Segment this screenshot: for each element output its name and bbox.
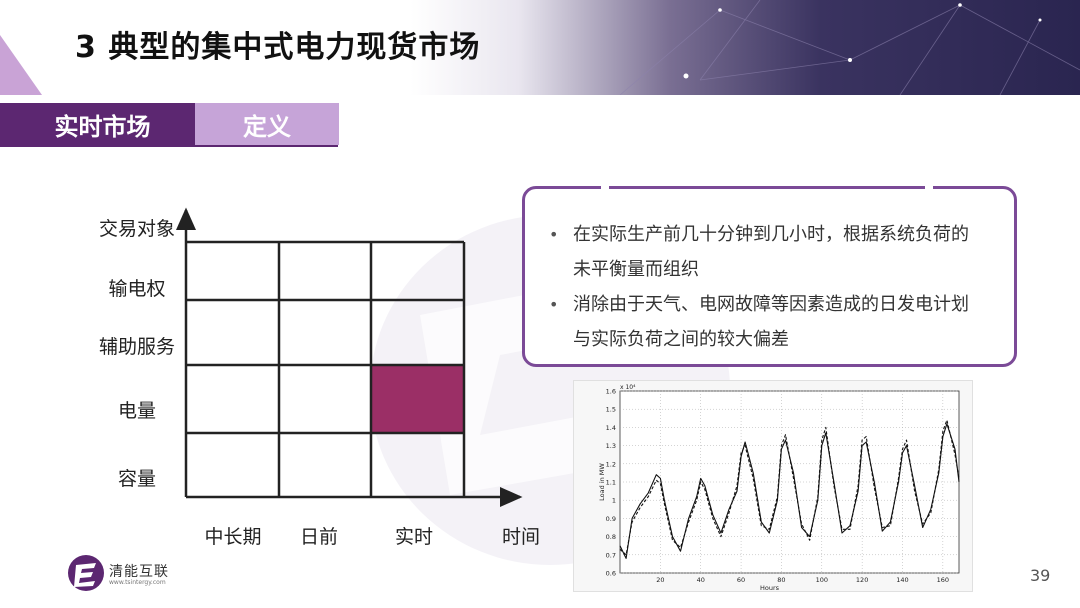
row-label-capacity: 容量 [117, 468, 156, 490]
logo-mark-icon [68, 555, 104, 591]
bullet-item: • 在实际生产前几十分钟到几小时，根据系统负荷的未平衡量而组织 [545, 217, 985, 287]
load-chart-svg: 0.6 0.7 0.8 0.9 1 1.1 1.2 1.3 1.4 1.5 1.6 20 40 60 80 1… [598, 384, 960, 592]
x-tick-label: 60 [737, 576, 745, 584]
tab-underline [0, 145, 338, 147]
y-multiplier-label: x 10⁴ [620, 384, 636, 391]
bullet-dot-icon: • [549, 225, 559, 244]
y-tick-label: 1.5 [606, 406, 616, 414]
y-tick-label: 0.9 [606, 515, 616, 523]
col-label-time: 时间 [501, 526, 540, 548]
row-label-trade-object: 交易对象 [98, 218, 175, 240]
border-gap [925, 185, 933, 191]
y-axis-label: Load in MW [598, 463, 606, 501]
page-number: 39 [1030, 566, 1051, 585]
market-grid-diagram: 交易对象 输电权 辅助服务 电量 容量 中长期 日前 实时 时间 [0, 200, 560, 560]
network-decoration [619, 0, 1080, 95]
page-title: 3 典型的集中式电力现货市场 [75, 30, 481, 65]
bullet-item: • 消除由于天气、电网故障等因素造成的日发电计划与实际负荷之间的较大偏差 [545, 287, 985, 357]
row-label-energy: 电量 [117, 400, 156, 422]
row-label-ancillary-services: 辅助服务 [98, 336, 175, 358]
x-axis-label: Hours [760, 584, 780, 592]
x-tick-label: 120 [856, 576, 868, 584]
grid-lines [176, 207, 523, 507]
bullet-dot-icon: • [549, 295, 559, 314]
logo-url: www.tsintergy.com [109, 579, 166, 586]
y-tick-label: 1.4 [606, 424, 616, 432]
tab-bar: 实时市场 定义 [0, 103, 339, 145]
company-logo: 清能互联 www.tsintergy.com [68, 555, 208, 591]
tab-definition[interactable]: 定义 [195, 103, 339, 145]
y-tick-label: 0.8 [606, 533, 616, 541]
row-label-transmission-rights: 输电权 [108, 278, 166, 300]
highlight-cell [371, 365, 464, 433]
col-label-medium-long-term: 中长期 [204, 526, 262, 548]
col-label-realtime: 实时 [394, 526, 433, 548]
x-tick-label: 20 [656, 576, 664, 584]
y-tick-label: 1.1 [606, 479, 616, 487]
header-banner: 3 典型的集中式电力现货市场 [0, 0, 1080, 95]
definition-box: • 在实际生产前几十分钟到几小时，根据系统负荷的未平衡量而组织 • 消除由于天气… [522, 185, 1017, 367]
y-tick-label: 1 [612, 497, 616, 505]
x-tick-label: 40 [697, 576, 705, 584]
bullet-text: 消除由于天气、电网故障等因素造成的日发电计划与实际负荷之间的较大偏差 [573, 294, 969, 350]
x-tick-label: 160 [937, 576, 949, 584]
y-tick-label: 1.3 [606, 442, 616, 450]
tab-realtime-market[interactable]: 实时市场 [0, 103, 195, 145]
series-line-2 [619, 419, 960, 556]
x-tick-label: 100 [816, 576, 828, 584]
x-tick-label: 80 [777, 576, 785, 584]
logo-text: 清能互联 [109, 564, 169, 580]
col-label-day-ahead: 日前 [299, 526, 338, 548]
x-tick-label: 140 [896, 576, 908, 584]
definition-bullets: • 在实际生产前几十分钟到几小时，根据系统负荷的未平衡量而组织 • 消除由于天气… [545, 217, 985, 357]
y-tick-label: 1.6 [606, 388, 616, 396]
y-tick-label: 0.6 [606, 570, 616, 578]
bullet-text: 在实际生产前几十分钟到几小时，根据系统负荷的未平衡量而组织 [573, 224, 969, 280]
y-tick-label: 1.2 [606, 460, 616, 468]
border-gap [601, 185, 609, 191]
y-tick-label: 0.7 [606, 551, 616, 559]
load-chart: 0.6 0.7 0.8 0.9 1 1.1 1.2 1.3 1.4 1.5 1.6 20 40 60 80 1… [573, 380, 973, 592]
corner-accent [0, 35, 42, 95]
